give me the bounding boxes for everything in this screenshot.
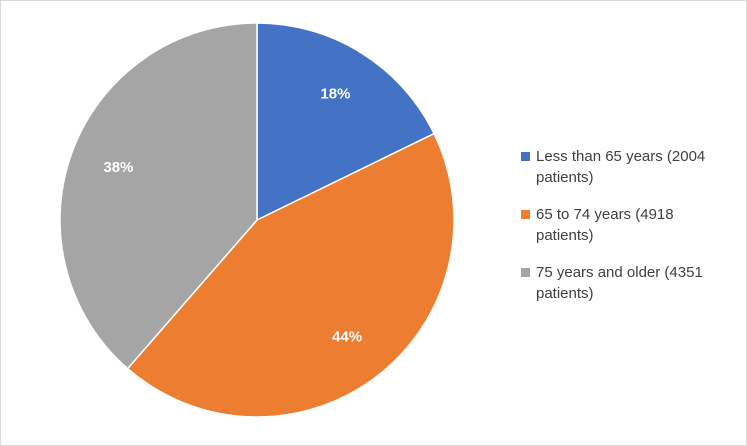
legend-swatch bbox=[521, 152, 530, 161]
legend: Less than 65 years (2004 patients) 65 to… bbox=[510, 134, 735, 308]
pie-slice bbox=[256, 22, 436, 222]
slice-percent-label: 38% bbox=[103, 159, 133, 176]
legend-label: Less than 65 years (2004 patients) bbox=[536, 148, 706, 186]
slice-percent-label: 44% bbox=[332, 328, 362, 345]
slice-percent-label: 18% bbox=[320, 85, 350, 102]
legend-label: 75 years and older (4351 patients) bbox=[536, 264, 703, 302]
pie-slice bbox=[59, 22, 258, 370]
legend-label: 65 to 74 years (4918 patients) bbox=[536, 206, 674, 244]
pie-slice bbox=[126, 132, 455, 418]
legend-swatch bbox=[521, 268, 530, 277]
legend-swatch bbox=[521, 210, 530, 219]
